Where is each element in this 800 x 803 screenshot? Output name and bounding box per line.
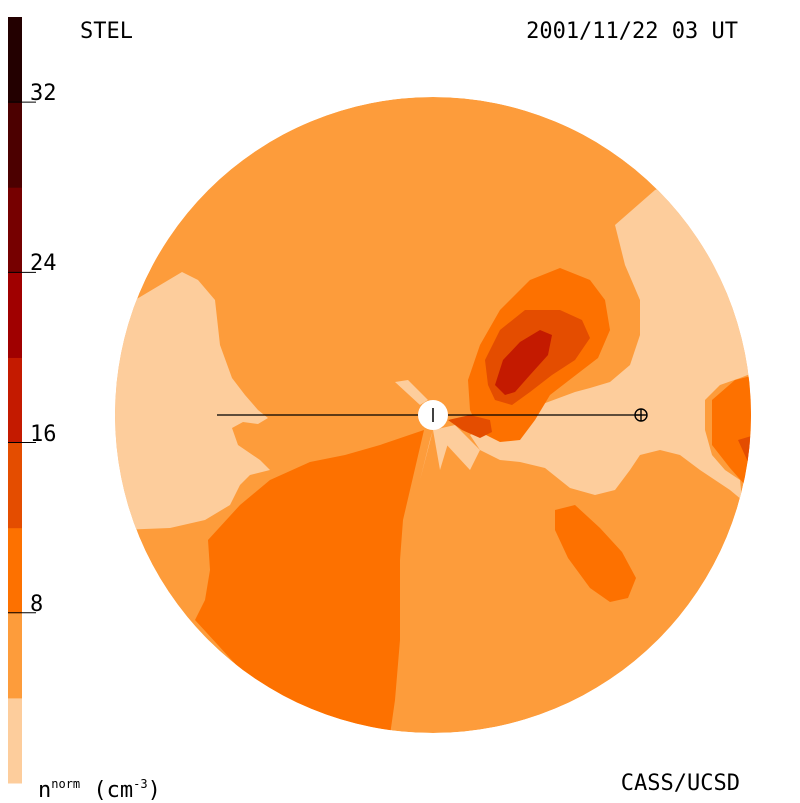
contour-mid-south [195, 430, 424, 733]
colorbar-tick-label-1: 16 [30, 421, 57, 447]
earth-marker [634, 408, 648, 422]
unit-base: n [38, 778, 52, 803]
contour-low-ray-2 [433, 430, 452, 470]
credit-label: CASS/UCSD [620, 771, 740, 796]
contour-high-east [738, 435, 751, 465]
contour-peak [495, 330, 552, 395]
contour-low-ray-3 [395, 380, 428, 405]
instrument-label: STEL [80, 19, 133, 44]
colorbar-tick-label-2: 24 [30, 251, 57, 277]
colorbar-levels [8, 17, 22, 784]
colorbar-level-6 [8, 187, 22, 273]
contour-low-ray-4 [420, 430, 433, 480]
timestamp-label: 2001/11/22 03 UT [526, 19, 738, 44]
unit-exponent: -3 [133, 777, 148, 791]
unit-superscript: norm [51, 777, 81, 791]
colorbar-unit-label: nnorm (cm-3) [38, 773, 161, 802]
unit-close: ) [147, 778, 161, 803]
colorbar-tick-label-0: 8 [30, 591, 44, 617]
colorbar-level-4 [8, 357, 22, 444]
colorbar-level-7 [8, 102, 22, 188]
colorbar-tick-label-3: 32 [30, 81, 57, 107]
colorbar-level-1 [8, 612, 22, 699]
colorbar-level-8 [8, 17, 22, 103]
contour-low-right [470, 170, 751, 500]
colorbar-level-2 [8, 527, 22, 614]
sun-marker [418, 400, 448, 430]
contour-mid-southeast [555, 505, 636, 602]
colorbar-ticks [8, 101, 36, 614]
colorbar-level-3 [8, 442, 22, 529]
contour-mid-wedge [448, 415, 492, 438]
colorbar-level-5 [8, 272, 22, 358]
contour-low-left [115, 272, 270, 530]
colorbar-level-0 [8, 697, 22, 784]
unit-open: (cm [93, 778, 134, 803]
